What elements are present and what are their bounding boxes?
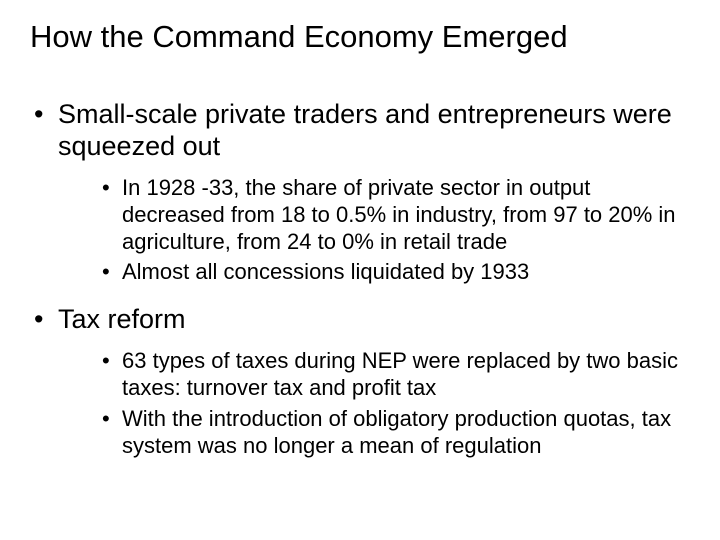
list-item: Small-scale private traders and entrepre…	[30, 99, 690, 286]
list-item: With the introduction of obligatory prod…	[100, 406, 690, 460]
sub-bullet-list: 63 types of taxes during NEP were replac…	[100, 348, 690, 459]
list-item: Almost all concessions liquidated by 193…	[100, 259, 690, 286]
bullet-text: Tax reform	[58, 304, 186, 334]
list-item: 63 types of taxes during NEP were replac…	[100, 348, 690, 402]
bullet-text: Small-scale private traders and entrepre…	[58, 99, 672, 161]
bullet-text: 63 types of taxes during NEP were replac…	[122, 348, 678, 400]
slide: How the Command Economy Emerged Small-sc…	[0, 0, 720, 540]
bullet-text: In 1928 -33, the share of private sector…	[122, 175, 676, 254]
list-item: In 1928 -33, the share of private sector…	[100, 175, 690, 255]
bullet-list: Small-scale private traders and entrepre…	[30, 99, 690, 459]
slide-title: How the Command Economy Emerged	[30, 18, 690, 55]
bullet-text: With the introduction of obligatory prod…	[122, 406, 671, 458]
sub-bullet-list: In 1928 -33, the share of private sector…	[100, 175, 690, 286]
list-item: Tax reform 63 types of taxes during NEP …	[30, 304, 690, 459]
bullet-text: Almost all concessions liquidated by 193…	[122, 259, 529, 284]
